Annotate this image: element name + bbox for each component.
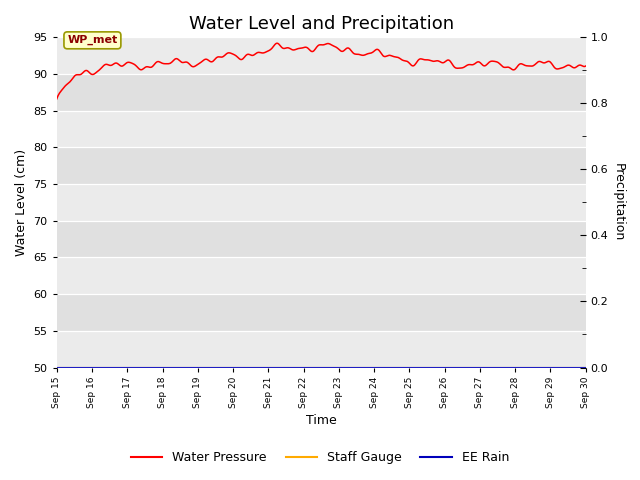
Water Pressure: [259, 50, 266, 56]
Water Pressure: [115, 61, 123, 67]
Water Pressure: [239, 56, 246, 62]
Water Pressure: [406, 61, 413, 67]
Bar: [57, 111, 586, 147]
Bar: [57, 37, 586, 74]
Text: WP_met: WP_met: [67, 35, 118, 46]
Legend: Water Pressure, Staff Gauge, EE Rain: Water Pressure, Staff Gauge, EE Rain: [126, 446, 514, 469]
Bar: [57, 147, 586, 184]
Water Pressure: [53, 96, 61, 102]
Bar: [57, 294, 586, 331]
Bar: [57, 74, 586, 111]
Bar: [57, 257, 586, 294]
Y-axis label: Precipitation: Precipitation: [612, 163, 625, 241]
Title: Water Level and Precipitation: Water Level and Precipitation: [189, 15, 454, 33]
Bar: [57, 331, 586, 368]
Y-axis label: Water Level (cm): Water Level (cm): [15, 149, 28, 256]
Water Pressure: [376, 49, 384, 55]
Water Pressure: [582, 63, 589, 69]
Bar: [57, 221, 586, 257]
Water Pressure: [273, 40, 280, 46]
X-axis label: Time: Time: [306, 414, 337, 427]
Water Pressure: [212, 55, 220, 61]
Bar: [57, 184, 586, 221]
Line: Water Pressure: Water Pressure: [57, 43, 586, 99]
